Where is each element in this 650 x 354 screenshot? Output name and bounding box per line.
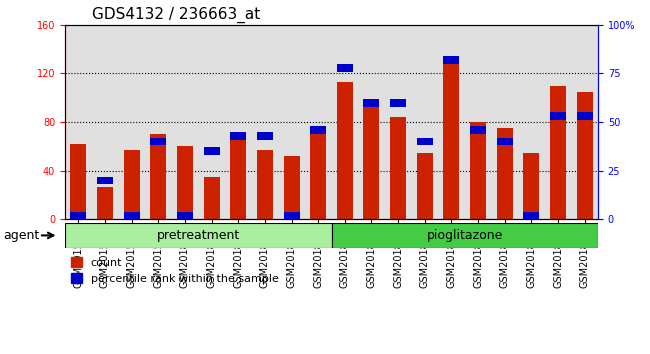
Bar — [550, 113, 566, 120]
Bar — [363, 99, 380, 107]
Bar — [97, 177, 113, 184]
Text: pretreatment: pretreatment — [157, 229, 240, 242]
Bar — [545, 25, 571, 219]
Bar — [310, 126, 326, 134]
Bar — [417, 138, 433, 145]
Bar — [310, 126, 326, 219]
Text: GDS4132 / 236663_at: GDS4132 / 236663_at — [92, 7, 260, 23]
Bar — [385, 25, 411, 219]
Bar — [283, 212, 300, 219]
Bar — [278, 25, 305, 219]
Bar — [172, 25, 198, 219]
Bar — [523, 212, 540, 219]
Bar — [443, 56, 460, 64]
Bar — [177, 147, 193, 219]
Legend: count, percentile rank within the sample: count, percentile rank within the sample — [71, 257, 278, 284]
Bar — [417, 153, 433, 219]
Bar — [124, 150, 140, 219]
Bar — [257, 150, 273, 219]
Bar — [257, 132, 273, 139]
Bar — [230, 132, 246, 139]
Bar — [390, 117, 406, 219]
Bar — [411, 25, 438, 219]
Bar — [497, 128, 513, 219]
Bar — [124, 212, 140, 219]
Bar — [283, 156, 300, 219]
Bar — [438, 25, 465, 219]
Bar — [92, 25, 118, 219]
Bar — [118, 25, 145, 219]
Bar — [337, 64, 353, 72]
Bar — [332, 223, 598, 248]
Bar — [470, 126, 486, 134]
Bar — [150, 138, 166, 145]
Bar — [363, 102, 380, 219]
Bar — [491, 25, 518, 219]
Bar — [305, 25, 332, 219]
Bar — [65, 223, 332, 248]
Bar — [470, 122, 486, 219]
Bar — [230, 137, 246, 219]
Bar — [225, 25, 252, 219]
Bar — [252, 25, 278, 219]
Bar — [332, 25, 358, 219]
Bar — [523, 153, 540, 219]
Bar — [577, 92, 593, 219]
Bar — [203, 147, 220, 155]
Bar — [70, 212, 86, 219]
Bar — [550, 86, 566, 219]
Text: pioglitazone: pioglitazone — [426, 229, 503, 242]
Bar — [443, 61, 460, 219]
Bar — [465, 25, 491, 219]
Bar — [337, 82, 353, 219]
Bar — [518, 25, 545, 219]
Bar — [571, 25, 598, 219]
Bar — [390, 99, 406, 107]
Bar — [97, 187, 113, 219]
Bar — [150, 134, 166, 219]
Bar — [145, 25, 172, 219]
Text: agent: agent — [3, 229, 40, 242]
Bar — [198, 25, 225, 219]
Bar — [177, 212, 193, 219]
Bar — [358, 25, 385, 219]
Bar — [70, 144, 86, 219]
Bar — [203, 177, 220, 219]
Bar — [65, 25, 92, 219]
Bar — [497, 138, 513, 145]
Bar — [577, 113, 593, 120]
